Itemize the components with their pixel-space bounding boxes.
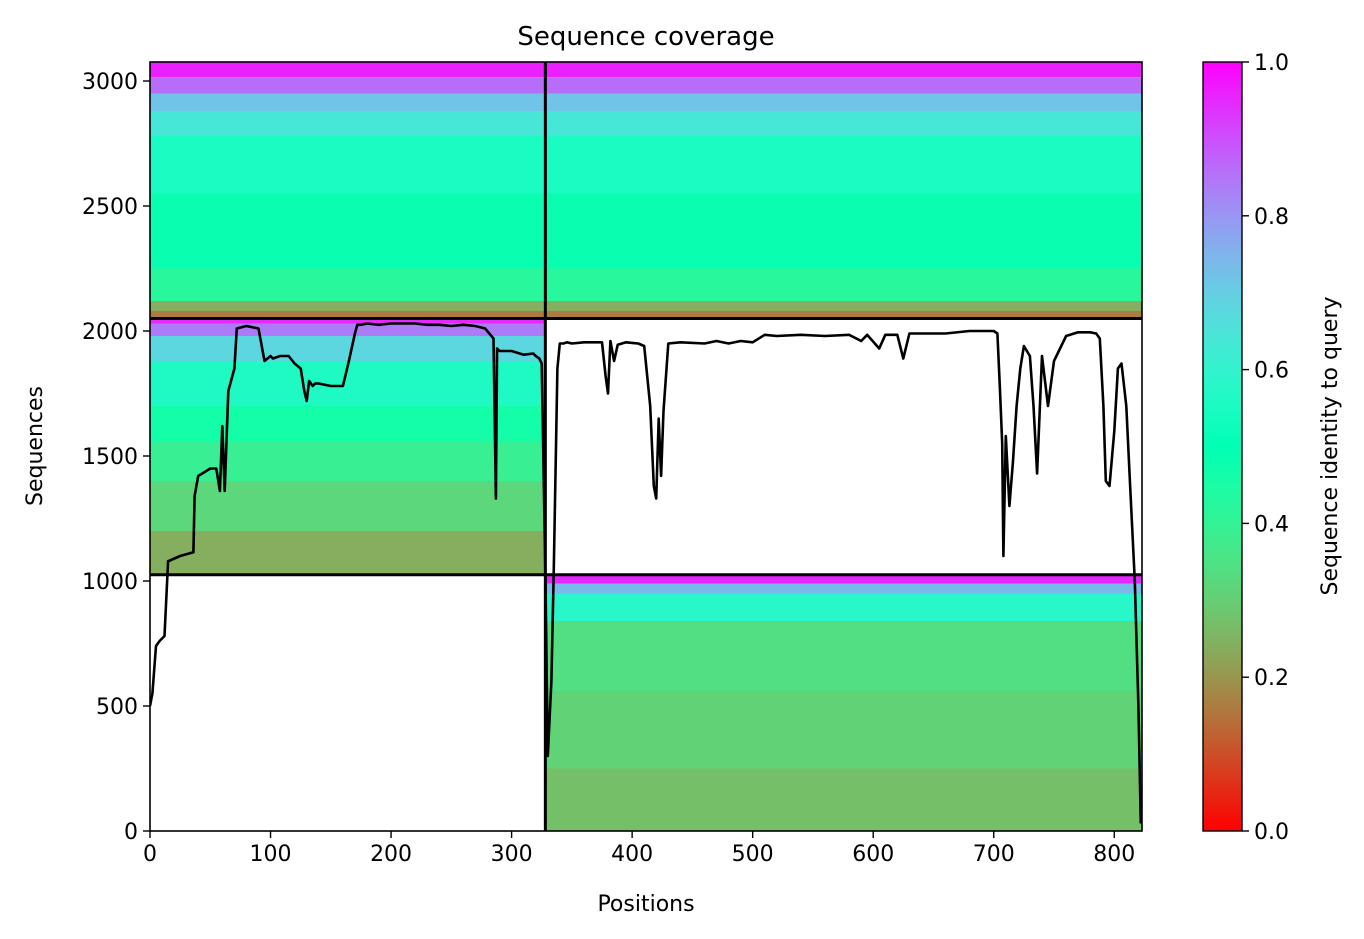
x-tick-label: 800 <box>1093 842 1135 867</box>
identity-band <box>150 406 546 441</box>
y-axis-ticks: 0 500 1000 1500 2000 2500 3000 <box>82 70 150 845</box>
block-dividers <box>150 62 1142 831</box>
identity-band <box>150 62 1142 78</box>
y-tick-label: 1500 <box>82 445 138 470</box>
identity-blocks <box>150 62 1142 831</box>
identity-band <box>150 77 1142 94</box>
x-axis-ticks: 0 100 200 300 400 500 600 700 800 <box>143 831 1135 867</box>
coverage-line-layer <box>150 322 1142 824</box>
colorbar-ticks: 0.0 0.2 0.4 0.6 0.8 1.0 <box>1242 51 1289 845</box>
colorbar-tick-label: 0.2 <box>1254 666 1289 691</box>
identity-band <box>150 193 1142 269</box>
identity-band <box>545 768 1142 831</box>
identity-band <box>545 593 1142 621</box>
identity-band <box>150 268 1142 301</box>
colorbar-tick-label: 0.6 <box>1254 359 1289 384</box>
x-tick-label: 600 <box>852 842 894 867</box>
coverage-line <box>150 322 1142 824</box>
y-tick-label: 0 <box>124 820 138 845</box>
plot-frame <box>149 61 1143 832</box>
identity-band <box>150 111 1142 136</box>
colorbar <box>1202 61 1243 832</box>
block-bottom <box>545 574 1142 831</box>
x-axis-label: Positions <box>597 892 694 917</box>
identity-band <box>545 583 1142 594</box>
identity-band <box>150 336 546 361</box>
y-tick-label: 1000 <box>82 570 138 595</box>
identity-band <box>150 441 546 481</box>
x-tick-label: 500 <box>732 842 774 867</box>
block-top <box>150 62 1142 319</box>
plot-area <box>150 62 1142 831</box>
identity-band <box>150 301 1142 311</box>
identity-band <box>545 691 1142 769</box>
y-tick-label: 2500 <box>82 195 138 220</box>
identity-band <box>545 574 1142 584</box>
identity-band <box>150 136 1142 194</box>
y-tick-label: 3000 <box>82 70 138 95</box>
chart-title: Sequence coverage <box>517 22 774 52</box>
identity-band <box>150 318 546 324</box>
identity-band <box>150 481 546 531</box>
x-tick-label: 400 <box>611 842 653 867</box>
x-tick-label: 300 <box>491 842 533 867</box>
identity-band <box>545 621 1142 691</box>
colorbar-tick-label: 0.4 <box>1254 512 1289 537</box>
x-tick-label: 0 <box>143 842 157 867</box>
y-axis-label: Sequences <box>23 386 48 506</box>
block-middle <box>150 318 546 575</box>
identity-band <box>150 93 1142 111</box>
colorbar-tick-label: 0.8 <box>1254 205 1289 230</box>
colorbar-tick-label: 1.0 <box>1254 51 1289 76</box>
y-tick-label: 500 <box>96 695 138 720</box>
x-tick-label: 700 <box>973 842 1015 867</box>
identity-band <box>150 311 1142 319</box>
colorbar-tick-label: 0.0 <box>1254 820 1289 845</box>
y-tick-label: 2000 <box>82 320 138 345</box>
x-tick-label: 200 <box>370 842 412 867</box>
identity-band <box>150 531 546 575</box>
colorbar-label: Sequence identity to query <box>1318 296 1343 595</box>
x-tick-label: 100 <box>250 842 292 867</box>
